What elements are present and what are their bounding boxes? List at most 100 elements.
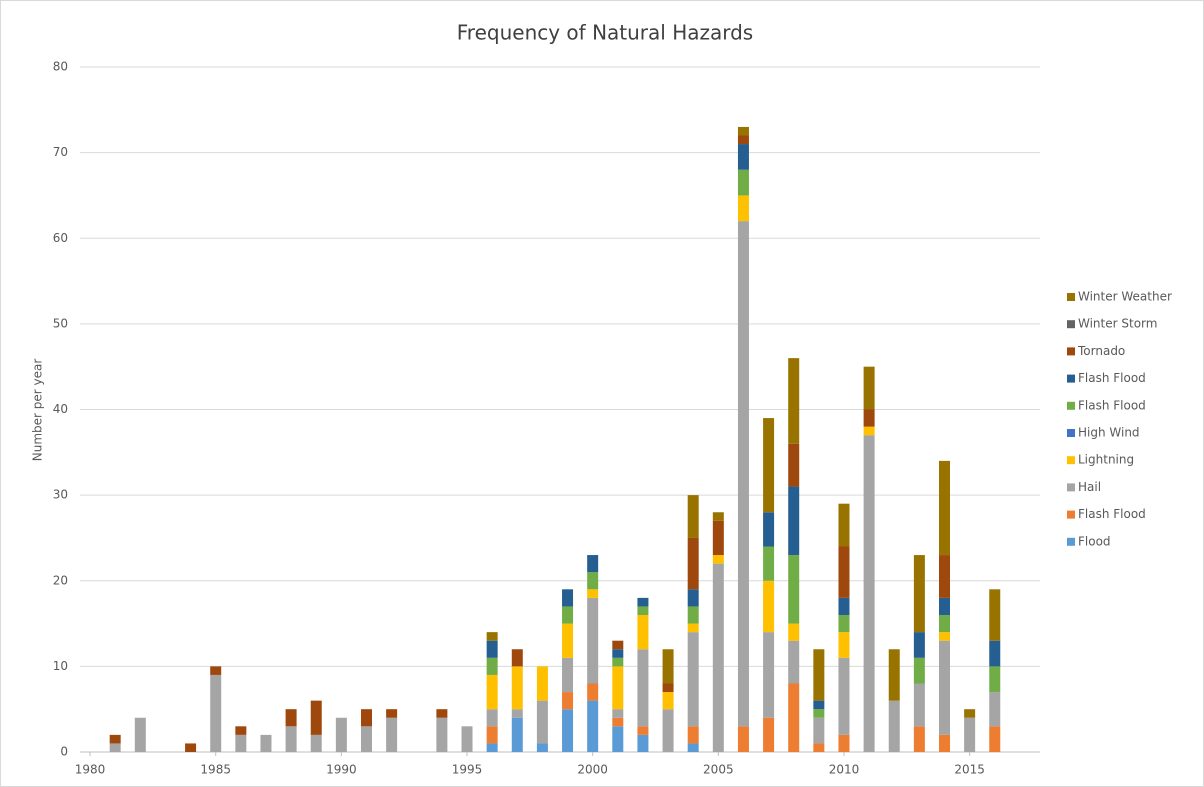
x-tick-label: 1985 (200, 763, 231, 777)
bar-segment (939, 597, 951, 615)
bar-segment (989, 692, 1001, 727)
bar-segment (737, 126, 749, 136)
bar-segment (863, 426, 875, 436)
y-tick-label: 40 (53, 402, 68, 416)
y-tick-label: 0 (60, 745, 68, 759)
bar-segment (562, 709, 574, 752)
bar-segment (687, 589, 699, 607)
bar-segment (562, 589, 574, 607)
legend-swatch (1067, 293, 1075, 301)
legend-swatch (1067, 483, 1075, 492)
bar-segment (712, 563, 724, 752)
bar-segment (687, 632, 699, 727)
bar-segment (813, 743, 825, 752)
bar-segment (913, 632, 925, 658)
bar-segment (562, 606, 574, 624)
bar-segment (888, 700, 900, 752)
bar-segment (662, 709, 674, 752)
bar-segment (913, 683, 925, 727)
bar-segment (511, 709, 523, 718)
legend-label: Flash Flood (1078, 398, 1146, 412)
bar-segment (587, 572, 599, 590)
x-tick-label: 1995 (452, 763, 483, 777)
x-tick-label: 2000 (577, 763, 608, 777)
bar-segment (562, 657, 574, 693)
bar-segment (939, 555, 951, 598)
bar-segment (486, 709, 498, 727)
legend-swatch (1067, 429, 1075, 437)
bar-segment (486, 743, 498, 752)
bar-segment (536, 700, 548, 744)
x-tick-label: 2005 (703, 763, 734, 777)
bar-segment (813, 649, 825, 701)
bar-segment (486, 726, 498, 744)
y-tick-label: 20 (53, 573, 68, 587)
bar-segment (185, 743, 197, 752)
legend-label: Flood (1078, 534, 1111, 548)
bar-segment (210, 674, 222, 752)
legend-swatch (1067, 456, 1075, 465)
y-tick-label: 50 (53, 316, 68, 330)
bar-segment (737, 221, 749, 727)
bar-segment (813, 717, 825, 744)
bar-segment (737, 144, 749, 170)
bar-segment (939, 734, 951, 752)
bar-segment (913, 726, 925, 752)
legend-label: High Wind (1078, 426, 1140, 440)
bar-segment (486, 632, 498, 641)
bar-segment (486, 657, 498, 675)
bar-segment (486, 674, 498, 710)
legend-swatch (1067, 537, 1075, 546)
bar-segment (838, 597, 850, 615)
x-tick-label: 1990 (326, 763, 357, 777)
bar-segment (712, 520, 724, 556)
bar-segment (612, 657, 624, 667)
bar-segment (612, 726, 624, 752)
bar-segment (587, 700, 599, 752)
bar-segment (838, 734, 850, 752)
bar-segment (637, 597, 649, 607)
bar-segment (813, 709, 825, 718)
bar-segment (939, 460, 951, 556)
bar-segment (838, 632, 850, 658)
bar-segment (587, 683, 599, 701)
bar-segment (436, 717, 448, 752)
bar-segment (712, 512, 724, 521)
bar-segment (737, 169, 749, 196)
x-tick-label: 2010 (829, 763, 860, 777)
bar-segment (386, 717, 398, 752)
legend-swatch (1067, 347, 1075, 356)
legend-label: Winter Storm (1078, 317, 1157, 331)
legend-swatch (1067, 320, 1075, 329)
bar-segment (637, 649, 649, 727)
x-tick-label: 1980 (75, 763, 106, 777)
bar-segment (989, 666, 1001, 693)
bar-segment (562, 623, 574, 658)
bar-segment (989, 726, 1001, 752)
bar-segment (612, 666, 624, 710)
y-tick-label: 30 (53, 488, 68, 502)
bar-segment (109, 743, 121, 752)
bar-segment (662, 683, 674, 693)
y-tick-label: 70 (53, 145, 68, 159)
bar-segment (989, 589, 1001, 641)
bar-segment (587, 589, 599, 598)
bar-segment (461, 726, 473, 752)
bar-segment (838, 615, 850, 633)
bar-segment (712, 555, 724, 564)
bar-segment (939, 615, 951, 633)
bar-segment (939, 632, 951, 641)
bar-segment (360, 726, 372, 752)
bar-segment (687, 726, 699, 744)
bar-segment (863, 435, 875, 752)
bar-segment (763, 418, 775, 513)
bar-segment (436, 709, 448, 718)
bar-segment (913, 555, 925, 633)
bar-segment (662, 649, 674, 684)
bar-segment (863, 366, 875, 410)
bar-segment (939, 640, 951, 735)
bar-segment (838, 657, 850, 735)
y-tick-label: 80 (53, 60, 68, 74)
